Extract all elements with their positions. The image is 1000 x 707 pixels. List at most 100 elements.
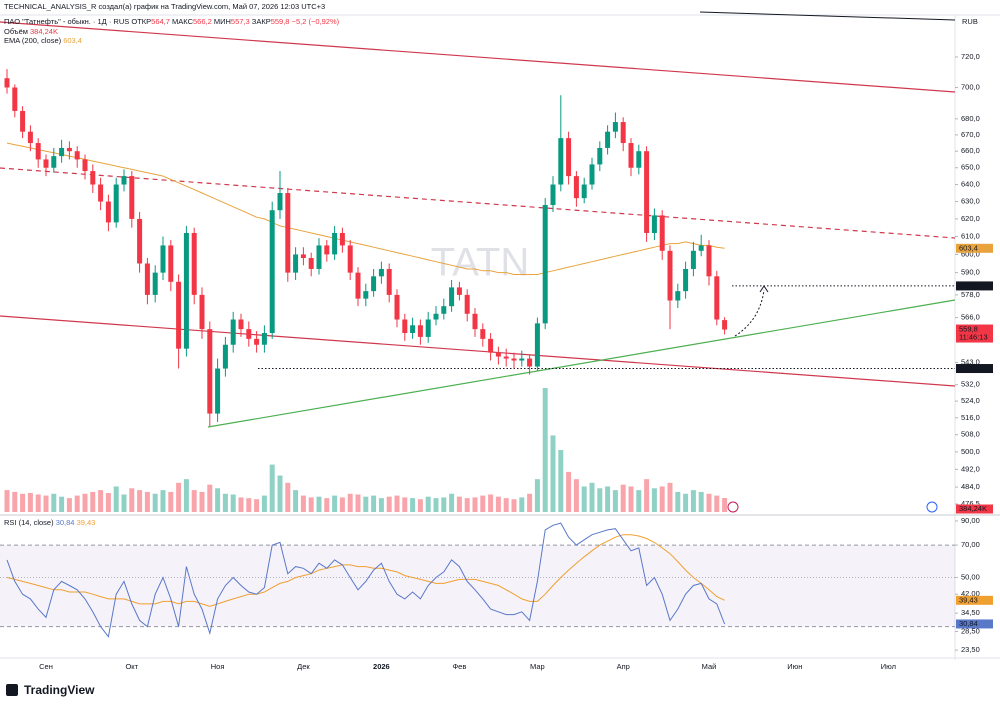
candle-body [566,138,572,177]
candle-body [324,245,330,255]
candle-body [472,313,478,330]
y-tick-label: 500,0 [961,447,980,456]
candle-body [480,329,486,339]
volume-bar [160,490,166,512]
y-tick-label: 660,0 [961,146,980,155]
candle-body [230,319,236,345]
volume-bar [558,450,564,512]
candle-body [191,232,197,295]
candle-body [511,358,517,361]
y-tick-label: 620,0 [961,214,980,223]
candle-body [261,333,267,345]
rsi-tick-label: 23,50 [961,645,980,654]
dividend-icon[interactable] [926,501,938,513]
volume-name: Объём [4,27,28,36]
y-tick-label: 524,0 [961,396,980,405]
rsi-tick-label: 28,50 [961,627,980,636]
legend-volume: Объём 384,24K [4,27,58,36]
volume-bar [566,471,572,512]
candle-body [308,258,314,269]
volume-bar [59,496,65,512]
volume-bar [651,488,657,512]
candle-body [238,319,244,330]
drawings [0,11,956,428]
rsi-badge: 30,84 [959,619,978,628]
volume-bar [589,482,595,512]
x-tick-label: Окт [125,662,138,671]
volume-bar [472,497,478,512]
candle-body [495,352,501,357]
candle-body [456,287,462,295]
change: −5,2 (−0,92%) [292,17,340,26]
close: 559,8 [271,17,290,26]
volume-bar [308,497,314,512]
candle-body [628,143,634,168]
candle-body [636,151,642,168]
legend-main: ПАО "Татнефть" - обыкн. · 1Д · RUS ОТКР5… [4,17,340,26]
volume-bar [74,495,80,512]
logo [6,684,18,696]
candle-body [160,245,166,273]
volume-bar [121,494,127,512]
x-tick-label: Мар [530,662,545,671]
x-tick-label: Фев [452,662,466,671]
footer-brand: TradingView [24,683,95,697]
volume-bar [332,495,338,512]
volume-bar [386,496,392,512]
volume-bar [605,486,611,512]
candle-body [581,184,587,199]
volume-bar [129,488,135,512]
candle-body [698,245,704,251]
x-tick-label: Сен [39,662,53,671]
ema-line [6,142,725,275]
candle-body [332,232,338,255]
rsi-ma-badge: 39,43 [959,595,978,604]
rsi-tick-label: 50,00 [961,572,980,581]
volume-bar [612,490,618,512]
candle-body [573,176,579,199]
candle-body [659,215,665,251]
candle-body [137,218,143,264]
candle-body [441,306,447,314]
volume-bar [503,498,509,512]
candle-body [417,325,423,337]
high-name: МАКС [172,17,194,26]
y-tick-label: 543,0 [961,358,980,367]
volume-bar [199,491,205,512]
rsi-ma-last: 39,43 [77,518,96,527]
y-tick-label: 600,0 [961,249,980,258]
volume-bar [43,495,49,512]
volume-bar [690,490,696,512]
low: 557,3 [231,17,250,26]
candle-body [612,122,618,132]
candle-body [66,147,72,152]
volume-bar [425,496,431,512]
candle-body [183,232,189,349]
y-tick-label: 700,0 [961,82,980,91]
x-tick-label: Июл [881,662,896,671]
candle-body [222,344,228,369]
volume-bar [230,494,236,512]
trend-line [699,11,956,21]
volume-bar [246,498,252,512]
y-tick-label: 508,0 [961,430,980,439]
arrow [734,289,765,337]
candle-body [144,263,150,295]
candle-body [690,250,696,269]
candle-body [714,276,720,320]
candle-body [605,131,611,148]
high: 566,2 [193,17,212,26]
volume-bar [215,488,221,512]
volume-bar [542,388,548,512]
y-tick-label: 610,0 [961,232,980,241]
level-badge-bg [956,364,993,374]
candle-body [644,151,650,233]
y-tick-label: 640,0 [961,180,980,189]
event-icon[interactable] [727,501,739,513]
y-tick-label: 670,0 [961,130,980,139]
volume-bar [675,491,681,512]
candle-body [347,245,353,273]
candle-body [527,358,533,367]
volume-bar [4,490,10,512]
volume-bar [449,493,455,512]
